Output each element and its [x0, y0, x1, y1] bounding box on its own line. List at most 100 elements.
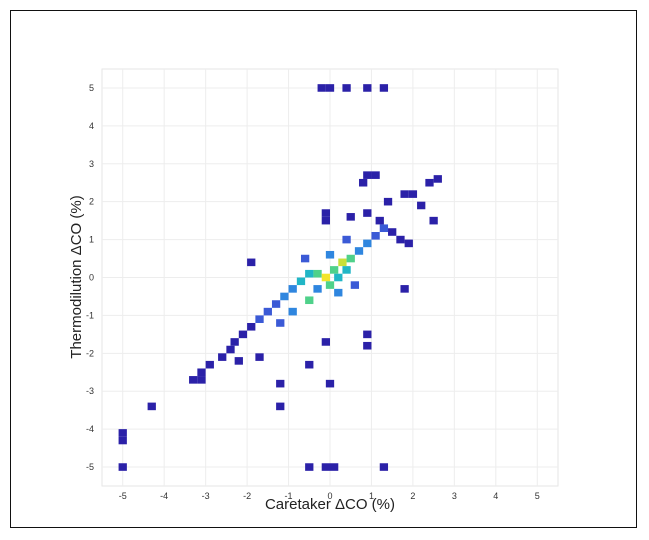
heatmap-cell — [247, 258, 256, 267]
heatmap-cell — [371, 232, 380, 240]
heatmap-cell — [288, 307, 297, 316]
heatmap-cell — [330, 266, 339, 274]
heatmap-cell — [255, 315, 264, 323]
density-heatmap-chart: -5 -4 -3 -2 -1 0 1 2 3 4 5 -5 -4 -3 -2 -1 0 1 2 3 4 5 Careta… — [68, 68, 559, 513]
heatmap-cell — [305, 296, 314, 305]
heatmap-cell — [238, 330, 248, 339]
y-tick-labels: -5 -4 -3 -2 -1 0 1 2 3 4 5 — [86, 83, 94, 472]
x-tick-label: 5 — [535, 491, 540, 501]
heatmap-cell — [404, 239, 413, 248]
x-tick-label: 2 — [410, 491, 415, 501]
y-tick-label: 0 — [89, 273, 94, 283]
heatmap-cell — [300, 254, 310, 263]
heatmap-cell — [321, 463, 330, 471]
heatmap-cell — [276, 319, 285, 327]
heatmap-cell — [354, 247, 364, 255]
heatmap-cell — [429, 216, 438, 225]
heatmap-cells — [118, 84, 442, 471]
heatmap-cell — [342, 84, 351, 92]
heatmap-cell — [197, 376, 206, 384]
heatmap-cell — [396, 235, 405, 244]
x-tick-labels: -5 -4 -3 -2 -1 0 1 2 3 4 5 — [119, 491, 540, 501]
heatmap-cell — [334, 273, 343, 282]
x-axis-label: Caretaker ΔCO (%) — [265, 496, 395, 513]
heatmap-cell — [350, 281, 360, 289]
heatmap-cell — [313, 269, 322, 278]
heatmap-cell — [263, 307, 272, 316]
heatmap-cell — [313, 285, 322, 293]
heatmap-cell — [305, 269, 314, 278]
heatmap-cell — [321, 216, 330, 225]
heatmap-cell — [325, 281, 335, 289]
heatmap-cell — [417, 201, 426, 210]
y-tick-label: -1 — [86, 310, 94, 320]
heatmap-cell — [400, 285, 409, 293]
heatmap-cell — [363, 239, 372, 248]
heatmap-cell — [288, 285, 297, 293]
y-tick-label: -3 — [86, 386, 94, 396]
heatmap-cell — [433, 175, 442, 183]
heatmap-cell — [388, 228, 397, 236]
heatmap-cell — [400, 190, 409, 198]
grid-lines — [102, 69, 558, 486]
heatmap-cell — [338, 258, 347, 267]
heatmap-cell — [226, 345, 235, 354]
heatmap-cell — [371, 171, 380, 179]
heatmap-cell — [379, 224, 389, 233]
x-tick-label: -1 — [285, 491, 293, 501]
heatmap-cell — [363, 330, 372, 339]
heatmap-cell — [296, 277, 306, 286]
y-tick-label: 3 — [89, 159, 94, 169]
heatmap-cell — [276, 379, 285, 388]
heatmap-cell — [375, 216, 384, 225]
x-tick-label: -4 — [160, 491, 168, 501]
heatmap-cell — [118, 429, 127, 437]
heatmap-cell — [280, 292, 289, 301]
heatmap-cell — [118, 436, 127, 445]
heatmap-cell — [346, 213, 355, 221]
heatmap-cell — [363, 84, 372, 92]
heatmap-cell — [305, 360, 314, 369]
heatmap-cell — [230, 338, 239, 346]
heatmap-cell — [247, 322, 256, 331]
heatmap-cell — [147, 402, 156, 411]
heatmap-cell — [334, 288, 343, 297]
heatmap-cell — [317, 84, 326, 92]
heatmap-cell — [271, 300, 281, 308]
x-tick-label: -2 — [243, 491, 251, 501]
heatmap-cell — [321, 338, 330, 346]
heatmap-cell — [330, 463, 339, 471]
heatmap-cell — [363, 209, 372, 217]
heatmap-cell — [218, 353, 227, 361]
heatmap-cell — [255, 353, 264, 361]
heatmap-cell — [276, 402, 285, 411]
heatmap-cell — [189, 376, 198, 384]
heatmap-cell — [425, 178, 434, 187]
heatmap-cell — [305, 463, 314, 471]
x-tick-label: -3 — [202, 491, 210, 501]
heatmap-cell — [363, 171, 372, 179]
heatmap-cell — [359, 178, 368, 187]
heatmap-cell — [325, 250, 335, 259]
heatmap-cell — [118, 463, 127, 471]
heatmap-cell — [408, 190, 418, 198]
heatmap-cell — [342, 266, 351, 274]
heatmap-cell — [321, 209, 330, 217]
y-tick-label: 2 — [89, 197, 94, 207]
y-tick-label: -4 — [86, 424, 94, 434]
x-tick-label: -5 — [119, 491, 127, 501]
y-tick-label: 5 — [89, 83, 94, 93]
heatmap-cell — [383, 197, 393, 206]
heatmap-cell — [325, 84, 335, 92]
heatmap-cell — [379, 84, 389, 92]
heatmap-cell — [363, 341, 372, 350]
heatmap-cell — [379, 463, 389, 471]
heatmap-cell — [234, 357, 243, 365]
heatmap-cell — [346, 254, 355, 263]
heatmap-cell — [342, 235, 351, 244]
heatmap-cell — [325, 379, 335, 388]
heatmap-cell — [321, 273, 330, 282]
figure-frame: -5 -4 -3 -2 -1 0 1 2 3 4 5 -5 -4 -3 -2 -1 0 1 2 3 4 5 Careta… — [10, 10, 637, 528]
x-tick-label: 4 — [493, 491, 498, 501]
x-tick-label: 3 — [452, 491, 457, 501]
